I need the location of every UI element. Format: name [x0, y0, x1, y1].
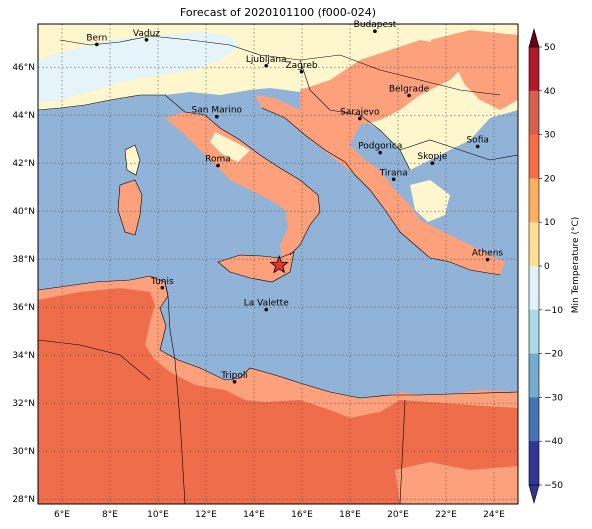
sardinia-land [118, 180, 142, 235]
colorbar-segment [529, 397, 539, 442]
city-label: Tirana [379, 168, 408, 178]
city-dot [391, 177, 396, 182]
city-dot [485, 257, 490, 262]
colorbar-tick-label: −20 [544, 350, 563, 360]
city-label: Skopje [417, 152, 447, 162]
city-dot [216, 163, 220, 168]
colorbar-segment [529, 353, 539, 398]
city-label: La Valette [244, 299, 289, 309]
lon-tick-label: 18°E [339, 510, 361, 520]
lon-tick-label: 20°E [387, 510, 409, 520]
city-dot [373, 29, 377, 33]
city-dot [299, 69, 304, 74]
colorbar-segment [529, 90, 539, 136]
city-label: Vaduz [133, 29, 160, 39]
city-label: Bern [86, 33, 107, 43]
lat-tick-label: 46°N [12, 63, 35, 73]
city-label: Budapest [354, 20, 397, 30]
city-dot [430, 161, 435, 165]
city-label: Zagreb [285, 61, 317, 71]
colorbar-segment [529, 309, 539, 355]
city-dot [475, 144, 480, 149]
city-label: Sofia [466, 135, 488, 145]
east-warm-zone [430, 30, 518, 110]
lat-tick-label: 42°N [12, 159, 35, 169]
colorbar-min-extension [528, 484, 540, 505]
city-label: Tunis [150, 277, 174, 287]
colorbar-tick-label: −10 [544, 306, 563, 316]
latitude-ticks: 46°N 44°N 42°N 40°N 38°N 36°N 34°N 32°N 30°N 28°N [12, 63, 35, 505]
lat-tick-label: 32°N [12, 399, 35, 409]
lon-tick-label: 8°E [102, 510, 118, 520]
greece-cool-zone [410, 180, 450, 222]
city-label: Belgrade [389, 85, 430, 95]
city-dot [407, 93, 411, 98]
africa-hot-zone [38, 288, 518, 504]
colorbar-segment [529, 47, 539, 92]
lat-tick-label: 40°N [12, 207, 35, 217]
lat-tick-label: 36°N [12, 303, 35, 313]
colorbar-segment [529, 222, 539, 267]
colorbar-segment [529, 134, 539, 179]
colorbar-tick-label: 40 [544, 87, 556, 97]
lat-tick-label: 28°N [12, 495, 35, 505]
map-title: Forecast of 2020101100 (f000-024) [179, 6, 377, 19]
city-dot [358, 116, 362, 121]
forecast-location-star-icon [269, 255, 289, 274]
colorbar-label: Min Temperature (°C) [571, 217, 581, 314]
city-label: Tripoli [220, 371, 248, 381]
city-dot [215, 114, 219, 119]
lon-tick-label: 14°E [243, 510, 265, 520]
colorbar-segment [529, 441, 539, 485]
adriatic-coast [255, 95, 355, 162]
africa-cooler-patch [395, 462, 518, 504]
colorbar-tick-label: 50 [544, 43, 556, 53]
lat-tick-label: 34°N [12, 351, 35, 361]
city-dot [264, 63, 269, 68]
lon-tick-label: 6°E [54, 510, 70, 520]
colorbar-segment [529, 178, 539, 223]
lat-tick-label: 44°N [12, 111, 35, 121]
lon-tick-label: 12°E [195, 510, 217, 520]
colorbar-tick-label: −40 [544, 437, 563, 447]
borders [38, 35, 518, 504]
city-label: Athens [472, 249, 503, 259]
lat-tick-label: 30°N [12, 447, 35, 457]
lon-tick-label: 24°E [483, 510, 505, 520]
city-dot [95, 42, 99, 47]
colorbar-tick-label: 20 [544, 174, 556, 184]
lat-tick-label: 38°N [12, 255, 35, 265]
city-label: Roma [205, 155, 231, 165]
city-dot [144, 38, 149, 42]
colorbar-tick-label: 10 [544, 218, 556, 228]
colorbar-tick-label: −30 [544, 393, 563, 403]
lon-tick-label: 22°E [435, 510, 457, 520]
map-frame [37, 23, 519, 505]
map-gridlines [38, 24, 518, 504]
balkan-warm-zone [300, 40, 505, 275]
city-dot [160, 285, 165, 290]
colorbar-tick-label: −50 [544, 481, 563, 491]
longitude-ticks: 6°E 8°E 10°E 12°E 14°E 16°E 18°E 20°E 22°E 24°E [54, 510, 505, 520]
colorbar-tick-label: 30 [544, 131, 556, 141]
city-label: Podgorica [358, 142, 402, 152]
italy-cool-interior [210, 132, 250, 162]
corsica-land [125, 145, 140, 175]
lon-tick-label: 16°E [291, 510, 313, 520]
lon-tick-label: 10°E [147, 510, 169, 520]
colorbar-segment [529, 266, 539, 311]
city-label: Ljubljana [246, 55, 287, 65]
city-dot [264, 307, 269, 312]
colorbar-max-extension [528, 27, 540, 48]
city-label: San Marino [192, 106, 243, 116]
italy-land [165, 112, 320, 258]
city-dot [378, 150, 383, 155]
city-label: Sarajevo [340, 108, 380, 118]
colorbar-tick-label: 0 [544, 262, 550, 272]
city-dot [232, 380, 237, 384]
colorbar: 50 40 30 20 10 0 −10 −20 −30 −40 −50 [528, 27, 563, 505]
